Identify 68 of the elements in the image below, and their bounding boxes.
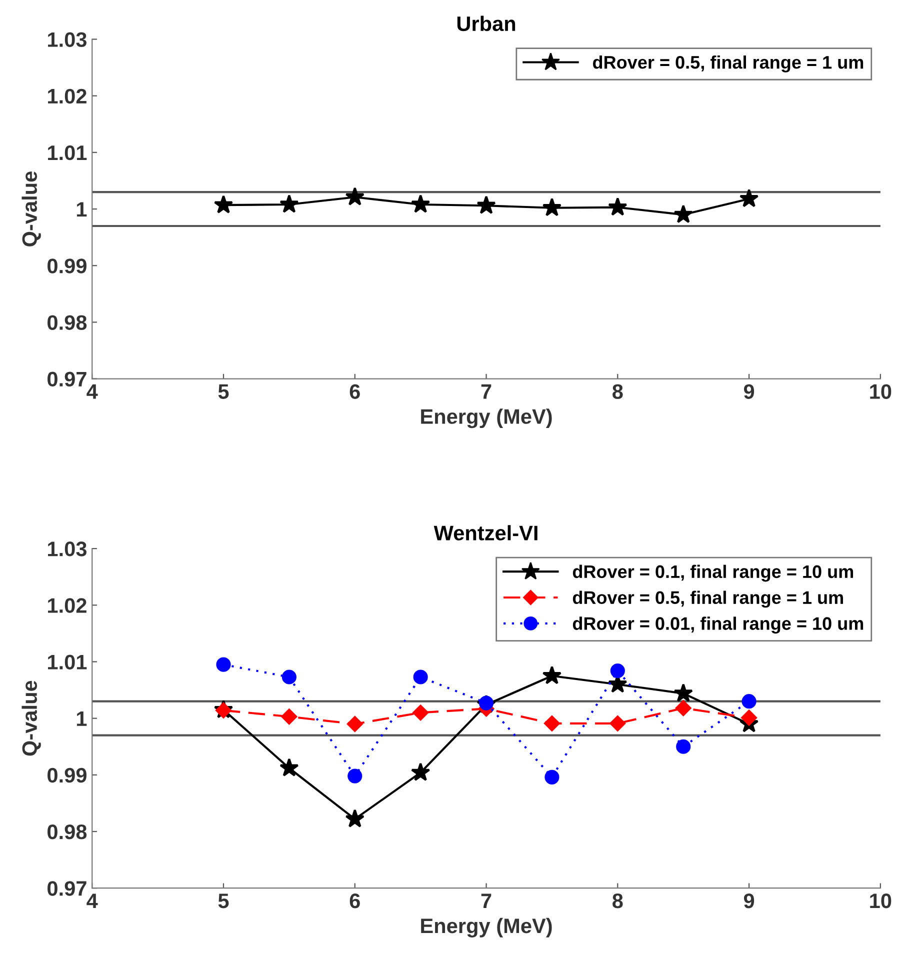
y-tick-label: 1: [76, 202, 87, 217]
legend-label: dRover = 0.5, final range = 1 um: [592, 55, 864, 72]
y-tick-label: 0.97: [48, 881, 86, 896]
x-tick-label: 9: [744, 894, 754, 908]
y-tick-label: 0.99: [48, 768, 86, 783]
point: [216, 657, 231, 672]
x-tick-label: 5: [218, 384, 229, 399]
point: [674, 204, 693, 224]
point: [410, 762, 430, 781]
x-tick-label: 6: [350, 384, 360, 399]
point: [476, 196, 496, 214]
y-tick-label: 0.98: [48, 315, 87, 330]
point: [478, 696, 494, 710]
chart-title: Wentzel-VI: [434, 525, 538, 540]
point: [345, 808, 365, 828]
x-tick-label: 8: [612, 894, 623, 908]
point: [281, 708, 298, 725]
point: [280, 194, 299, 213]
chart-title: Urban: [457, 16, 516, 32]
y-tick-label: 1.02: [48, 88, 86, 104]
y-tick-label: 1.03: [48, 542, 86, 556]
point: [610, 715, 626, 732]
y-tick-label: 1.03: [48, 32, 86, 48]
point: [544, 770, 560, 784]
point: [413, 670, 428, 684]
legend-label: dRover = 0.5, final range = 1 um: [572, 590, 843, 608]
x-tick-label: 6: [350, 894, 360, 908]
point: [348, 768, 362, 784]
x-tick-label: 10: [870, 894, 892, 908]
y-axis-title: Q-value: [22, 680, 41, 756]
x-tick-label: 9: [744, 384, 754, 399]
point: [542, 666, 562, 684]
y-tick-label: 1.02: [48, 598, 86, 613]
point: [739, 188, 759, 208]
y-tick-label: 1.01: [48, 145, 87, 160]
point: [610, 663, 625, 678]
x-axis-title: Energy (MeV): [421, 408, 552, 428]
point: [544, 715, 560, 732]
point: [410, 194, 430, 213]
point: [676, 739, 691, 754]
y-axis-title: Q-value: [22, 172, 41, 246]
point: [741, 710, 757, 726]
x-axis-title: Energy (MeV): [421, 918, 552, 938]
x-tick-label: 10: [870, 384, 892, 399]
legend-label: dRover = 0.1, final range = 10 um: [572, 564, 854, 582]
x-tick-label: 4: [86, 894, 98, 908]
x-tick-label: 7: [481, 894, 492, 908]
point: [542, 198, 562, 216]
y-tick-label: 1: [76, 712, 87, 726]
point: [675, 700, 692, 716]
y-tick-label: 0.97: [48, 372, 86, 387]
point: [674, 683, 693, 702]
x-tick-label: 8: [612, 384, 623, 399]
y-tick-label: 0.99: [48, 258, 86, 274]
point: [282, 670, 296, 684]
point: [214, 194, 234, 214]
legend-label: dRover = 0.01, final range = 10 um: [572, 616, 864, 634]
point: [608, 197, 628, 216]
y-tick-label: 0.98: [48, 824, 87, 840]
point: [412, 704, 428, 721]
y-tick-label: 1.01: [48, 654, 87, 670]
x-tick-label: 4: [86, 384, 98, 399]
x-tick-label: 7: [481, 384, 492, 399]
point: [742, 694, 756, 709]
point: [280, 758, 299, 776]
point: [346, 716, 363, 732]
point: [345, 187, 365, 206]
x-tick-label: 5: [218, 894, 229, 908]
